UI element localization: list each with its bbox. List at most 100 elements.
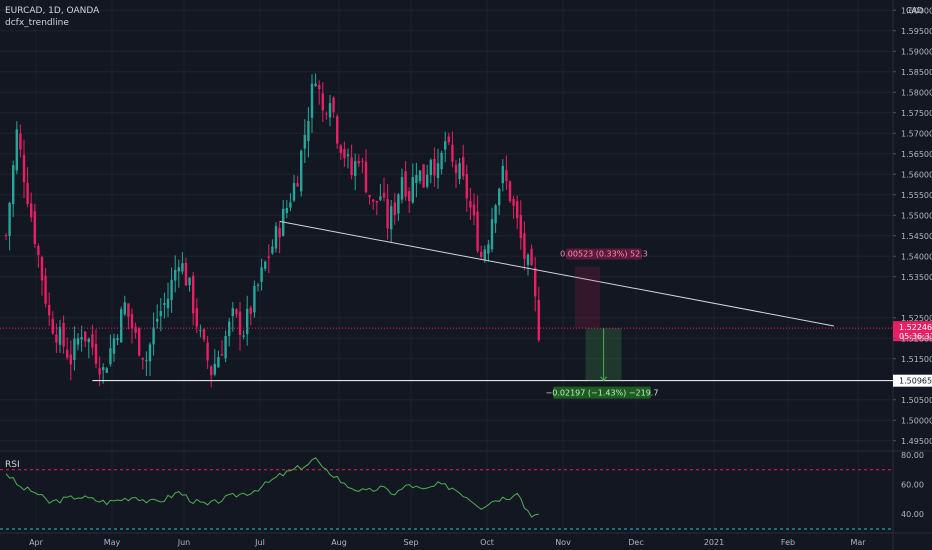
rsi-line [5, 457, 539, 518]
candle-body [447, 136, 450, 143]
candle-body [368, 194, 371, 198]
candle-body [436, 163, 440, 178]
candle-body [195, 308, 198, 327]
candle-body [451, 144, 454, 162]
candle-body [508, 181, 512, 201]
candle-body [498, 188, 501, 206]
candle-body [264, 261, 267, 269]
time-tick-label: Jun [177, 538, 191, 547]
candle-body [138, 328, 141, 356]
candle-body [343, 149, 346, 159]
candle-body [116, 338, 119, 341]
candle-body [267, 256, 270, 258]
candle-body [163, 302, 166, 305]
candle-body [328, 103, 332, 118]
candle-body [300, 150, 303, 192]
candle-body [361, 161, 364, 163]
candle-body [231, 308, 234, 317]
candle-body [109, 348, 112, 365]
time-tick-label: Aug [331, 538, 347, 547]
candle-body [4, 235, 8, 237]
candle-body [87, 338, 90, 342]
candle-body [58, 327, 62, 345]
candle-body [480, 251, 483, 258]
candle-body [30, 203, 33, 218]
candle-body [534, 267, 537, 297]
time-tick-label: Oct [480, 538, 494, 547]
price-tick-label: 1.50000 [901, 416, 932, 425]
candle-body [202, 329, 206, 340]
candle-body [415, 175, 418, 184]
candle-body [357, 161, 360, 164]
candle-body [278, 228, 281, 238]
support-value: 1.50965 [899, 377, 932, 386]
candle-body [213, 363, 216, 375]
candle-body [379, 196, 382, 200]
rsi-pane [0, 457, 893, 530]
candle-body [325, 113, 328, 115]
candle-body [37, 245, 40, 256]
candles [4, 73, 540, 388]
candle-body [228, 321, 231, 337]
candle-body [271, 246, 274, 254]
candle-body [235, 309, 238, 315]
candle-body [26, 182, 29, 205]
candle-body [397, 194, 400, 214]
candle-body [210, 366, 213, 376]
candle-body [123, 302, 126, 315]
candle-body [505, 170, 508, 182]
candle-body [22, 155, 26, 183]
candle-body [73, 338, 76, 360]
candle-body [454, 164, 458, 173]
price-tick-label: 1.56000 [901, 170, 932, 179]
candle-body [253, 285, 256, 313]
candle-body [141, 357, 144, 360]
candle-body [44, 275, 47, 304]
candle-body [465, 173, 468, 199]
candle-body [120, 309, 123, 343]
price-tick-label: 1.58500 [901, 68, 932, 77]
candle-body [94, 343, 98, 364]
candle-body [206, 342, 209, 361]
rsi-label: RSI [5, 460, 20, 470]
candle-body [422, 164, 425, 188]
measure-down-arrowhead [600, 376, 607, 382]
candle-body [224, 335, 227, 359]
candle-body [40, 256, 44, 281]
candle-body [166, 298, 170, 309]
candle-body [332, 97, 335, 113]
candle-body [458, 163, 461, 180]
candle-body [307, 120, 310, 142]
candle-body [354, 161, 357, 176]
price-tick-label: 1.59500 [901, 27, 932, 36]
candle-body [260, 267, 263, 282]
candle-body [84, 331, 87, 342]
candle-body [411, 177, 414, 203]
candle-body [181, 263, 184, 272]
candle-body [98, 368, 101, 375]
candle-body [55, 334, 58, 343]
candle-body [444, 141, 447, 150]
price-tick-label: 1.52500 [901, 314, 932, 323]
candle-body [440, 152, 443, 170]
candle-body [242, 335, 245, 337]
candle-body [386, 199, 389, 229]
last-price-value: 1.52246 [899, 323, 932, 332]
candle-body [69, 354, 72, 365]
candle-body [249, 307, 252, 314]
candle-body [246, 308, 249, 335]
measure-up-box [574, 266, 600, 329]
candle-body [321, 93, 324, 111]
candle-body [404, 171, 407, 197]
candle-body [292, 183, 296, 201]
candle-body [174, 269, 177, 281]
candle-body [256, 284, 260, 286]
candle-body [76, 338, 80, 345]
time-tick-label: Sep [403, 538, 418, 547]
candle-body [537, 299, 540, 340]
candle-body [145, 360, 148, 362]
candle-body [469, 201, 472, 208]
price-tick-label: 1.59000 [901, 47, 932, 56]
price-tick-label: 1.52000 [901, 334, 932, 343]
